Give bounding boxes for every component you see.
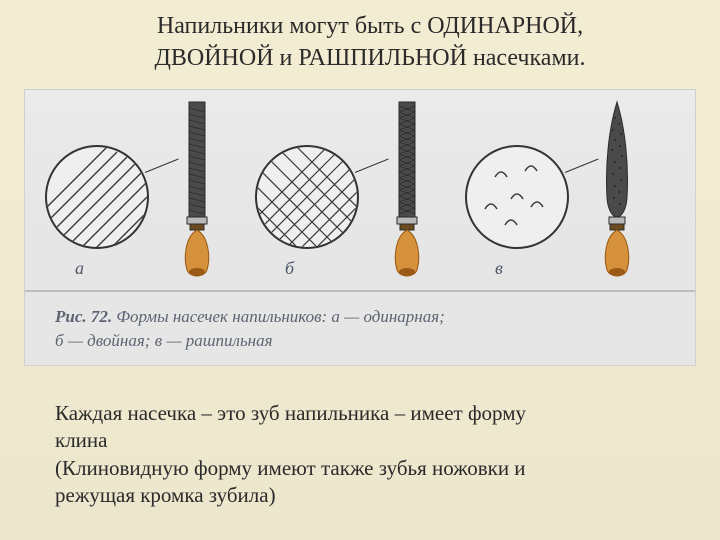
title-line-1: Напильники могут быть с ОДИНАРНОЙ,: [157, 13, 583, 39]
page-title: Напильники могут быть с ОДИНАРНОЙ, ДВОЙН…: [60, 10, 680, 75]
file-item-a: а: [45, 90, 255, 290]
rasp-cut-icon: [467, 147, 567, 247]
caption-a-key: а: [331, 307, 340, 326]
caption-prefix: Рис. 72.: [55, 307, 112, 326]
body-line-2: клина: [55, 428, 107, 452]
body-line-1: Каждая насечка – это зуб напильника – им…: [55, 401, 526, 425]
magnifier-a: [45, 145, 149, 249]
magnifier-c: [465, 145, 569, 249]
file-item-b: б: [255, 90, 465, 290]
title-line-2: ДВОЙНОЙ и РАШПИЛЬНОЙ насечками.: [155, 45, 586, 71]
caption-text: Формы насечек напильников:: [112, 307, 331, 326]
double-cut-icon: [257, 147, 357, 247]
caption-a-val: — одинарная;: [340, 307, 445, 326]
diagram-area: а: [25, 90, 695, 285]
caption-b-val: — двойная;: [64, 331, 155, 350]
file-tool-b: [383, 98, 431, 280]
file-tool-a: [173, 98, 221, 280]
body-paragraph: Каждая насечка – это зуб напильника – им…: [55, 400, 675, 509]
figure-72: а: [25, 90, 695, 365]
label-b: б: [285, 258, 294, 279]
label-c: в: [495, 258, 503, 279]
figure-caption: Рис. 72. Формы насечек напильников: а — …: [55, 305, 665, 353]
caption-c-key: в: [155, 331, 162, 350]
caption-b-key: б: [55, 331, 64, 350]
file-item-c: в: [465, 90, 675, 290]
magnifier-b: [255, 145, 359, 249]
body-line-3: (Клиновидную форму имеют также зубья нож…: [55, 456, 526, 480]
file-tool-c: [593, 98, 641, 280]
body-line-4: режущая кромка зубила): [55, 483, 276, 507]
baseline-rule: [25, 290, 695, 292]
label-a: а: [75, 258, 84, 279]
caption-c-val: — рашпильная: [162, 331, 272, 350]
single-cut-icon: [47, 147, 147, 247]
